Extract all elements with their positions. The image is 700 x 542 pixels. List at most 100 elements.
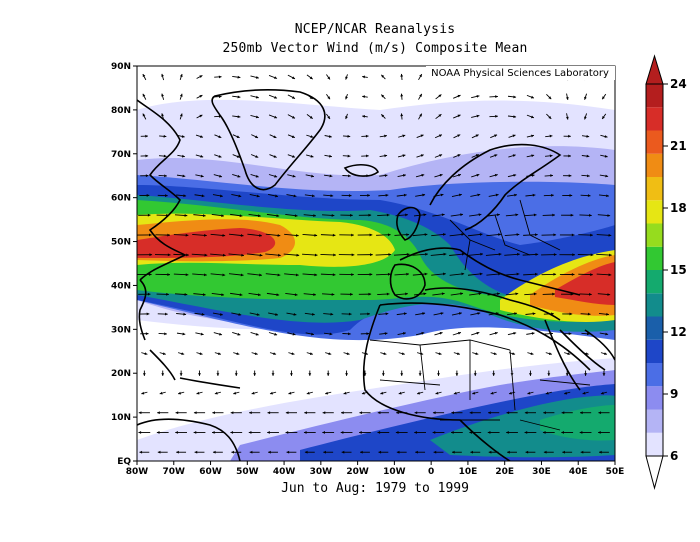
wind-vector-head [148,233,152,237]
colorbar-label: 15 [670,263,687,277]
longitude-labels: 80W 70W 60W 50W 40W 30W 20W 10W 0 10E 20E 30E 40E 50E [126,461,624,477]
wind-vector-head [553,233,557,237]
wind-vector-head [584,96,587,100]
wind-vector-head [222,253,226,257]
wind-vector-head [488,450,492,454]
wind-vector-head [314,233,318,237]
wind-vector-head [584,116,587,120]
wind-vector-head [531,332,535,335]
wind-vector-head [328,352,332,355]
wind-vector-head [553,272,557,276]
wind-vector-head [565,97,569,100]
wind-vector-head [181,352,185,355]
wind-vector-head [255,135,259,138]
wind-vector-head [532,312,536,316]
wind-vector-head [186,253,189,257]
wind-vector-head [162,352,166,355]
red-sea [544,319,581,391]
wind-vector-head [476,331,480,335]
wind-vector-head [236,135,240,138]
colorbar-segment [646,246,663,270]
wind-vector-head [494,134,498,138]
wind-vector-head [275,313,278,316]
wind-vector-head [369,272,373,276]
wind-vector-head [567,352,571,355]
wind-vector-head [309,115,313,119]
wind-vector-head [422,193,426,197]
wind-vector-head [273,352,277,355]
lon-label: 10E [459,467,478,477]
wind-vector-head [294,293,298,297]
wind-vector-head [156,431,160,434]
wind-vector-head [167,233,171,237]
wind-vector-head [234,373,238,376]
wind-vector-head [479,272,483,276]
wind-vector-head [178,391,182,395]
wind-vector-head [199,352,203,355]
wind-vector-head [237,95,241,99]
wind-vector-head [348,194,352,197]
colorbar-segment [646,130,663,154]
wind-vector-head [607,293,611,296]
wind-vector-head [348,312,352,316]
wind-vector-head [291,135,295,138]
wind-vector-head [238,313,242,316]
colorbar-max-arrow [645,54,664,85]
south-america-coast [137,418,241,461]
wind-vector-head [326,373,330,376]
wind-vector-head [525,450,529,454]
wind-vector-head [571,233,575,237]
wind-vector-head [587,194,591,198]
wind-vector-head [182,332,186,336]
wind-vector-head [384,134,387,138]
colorbar-segment [646,153,663,177]
wind-vector-head [506,431,509,434]
wind-vector-head [568,134,571,138]
wind-vector-head [255,332,259,336]
wind-vector-head [524,431,528,434]
wind-vector-head [331,293,335,296]
wind-vector-head [495,95,498,99]
wind-vector-head [145,154,149,158]
colorbar-segment [646,177,663,201]
wind-vector-head [453,391,457,395]
wind-vector-head [406,272,410,276]
wind-vector-head [221,214,225,218]
wind-vector-head [562,450,565,454]
wind-vector-head [256,313,260,316]
wind-vector-head [406,252,410,256]
wind-vector-head [542,431,546,434]
wind-vector-head [218,352,221,355]
wind-vector-head [311,174,314,178]
wind-vector-head [259,273,262,277]
wind-vector-head [400,373,404,376]
wind-vector-head [167,253,171,257]
wind-vector-head [194,450,198,454]
wind-vector-head [478,292,482,296]
wind-vector-head [402,154,406,158]
wind-vector-head [365,134,369,138]
wind-vector-head [498,233,501,236]
wind-vector-head [531,154,535,158]
wind-vector-head [496,213,500,217]
wind-vector-head [366,332,370,336]
wind-vector-head [359,411,363,415]
wind-vector-head [237,332,241,336]
wind-vector-head [602,373,606,376]
wind-vector-head [182,174,186,178]
wind-vector-head [255,174,259,178]
wind-vector-head [433,450,437,454]
wind-vector-head [598,431,601,434]
wind-vector-head [530,352,534,355]
wind-vector-head [345,373,349,376]
wind-vector-head [165,312,168,316]
wind-vector-head [230,411,234,415]
wind-vector-head [438,352,442,355]
wind-vector-head [268,450,271,454]
wind-vector-head [255,155,259,158]
wind-vector-head [437,373,440,376]
latitude-labels: EQ 10N 20N 30N 40N 50N 60N 70N 80N 90N [111,62,137,467]
wind-vector-head [144,352,148,355]
wind-vector-head [548,352,552,355]
wind-vector-head [314,253,318,257]
